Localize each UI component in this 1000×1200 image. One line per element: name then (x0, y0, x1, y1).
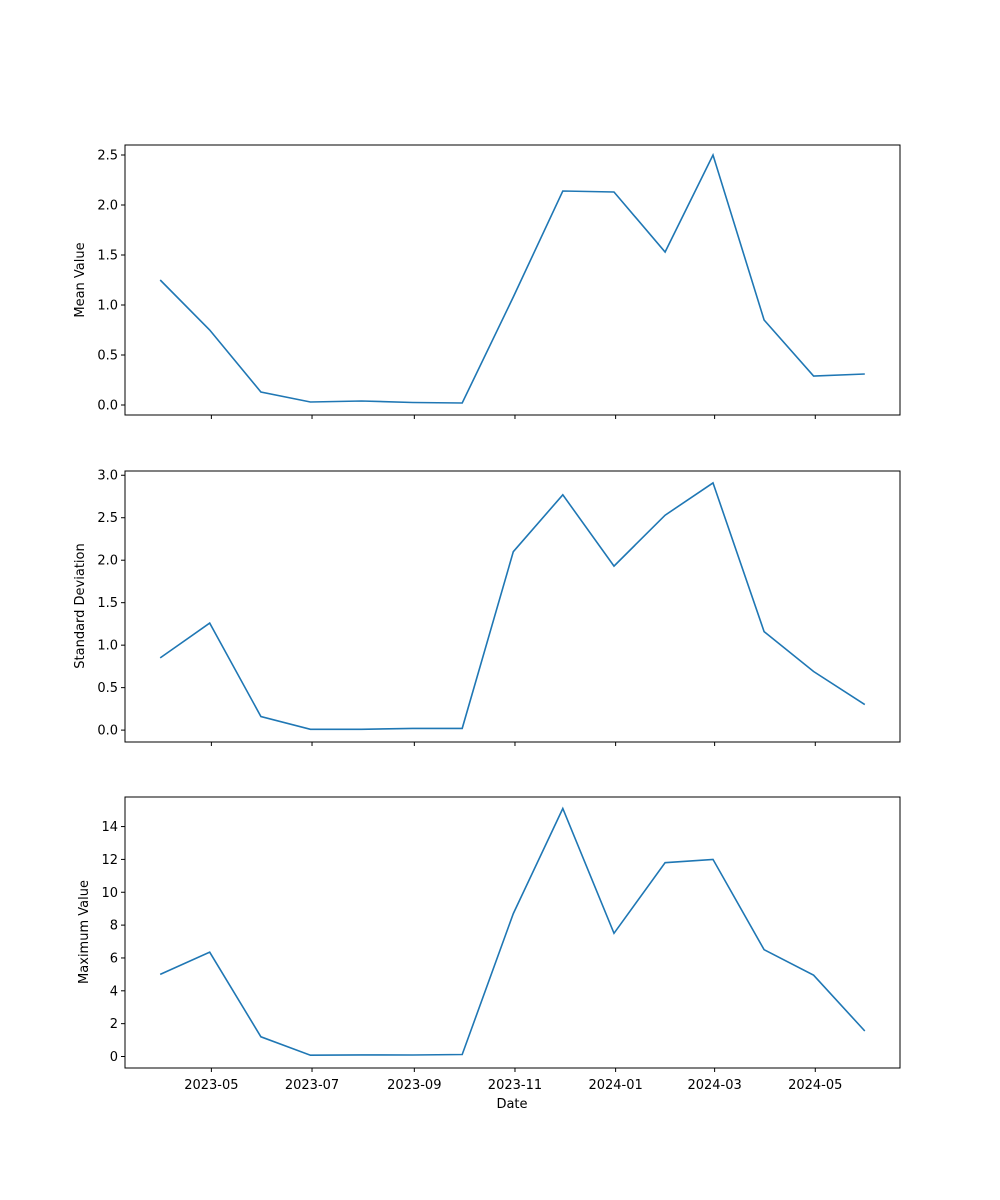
standard-deviation-data-point (259, 715, 262, 718)
standard-deviation-data-point (561, 493, 564, 496)
standard-deviation-data-point (711, 481, 714, 484)
maximum-value-series-line (159, 806, 866, 1057)
standard-deviation-y-ticks: 0.0 0.5 1.0 1.5 2.0 2.5 3.0 (97, 469, 125, 739)
x-tick-label: 2023-11 (488, 1078, 542, 1093)
standard-deviation-data-point (461, 727, 464, 730)
maximum-value-data-point (812, 974, 815, 977)
mean-value-data-point (259, 391, 262, 394)
maximum-value-y-ticks: 0 2 4 6 8 10 12 14 (101, 820, 125, 1065)
maximum-value-y-tick-label: 14 (101, 820, 118, 835)
standard-deviation-panel: 0.0 0.5 1.0 1.5 2.0 2.5 3.0 Standard Deviation (73, 469, 901, 746)
standard-deviation-data-point (360, 728, 363, 731)
mean-value-data-point (159, 279, 162, 282)
mean-value-y-tick-label: 0.5 (97, 349, 118, 364)
maximum-value-data-point (512, 912, 515, 915)
standard-deviation-y-tick-label: 1.5 (97, 596, 118, 611)
mean-value-data-point (763, 319, 766, 322)
maximum-value-data-point (461, 1053, 464, 1056)
mean-value-y-tick-label: 2.0 (97, 199, 118, 214)
maximum-value-data-point (612, 932, 615, 935)
mean-value-data-point (208, 329, 211, 332)
mean-value-data-point (863, 373, 866, 376)
x-tick-label: 2023-05 (184, 1078, 238, 1093)
maximum-value-y-tick-label: 10 (101, 886, 118, 901)
x-axis-label: Date (496, 1097, 527, 1112)
standard-deviation-y-axis-label: Standard Deviation (73, 543, 88, 668)
maximum-value-y-axis-label: Maximum Value (77, 880, 92, 984)
maximum-value-y-tick-label: 0 (110, 1050, 118, 1065)
mean-value-data-point (561, 190, 564, 193)
standard-deviation-series-line (159, 481, 866, 731)
x-tick-label: 2024-01 (588, 1078, 642, 1093)
x-tick-label: 2023-07 (285, 1078, 339, 1093)
standard-deviation-data-point (812, 670, 815, 673)
standard-deviation-x-ticks (210, 742, 816, 746)
maximum-value-panel: 0 2 4 6 8 10 12 14 2023-05 2023-07 2023-09 2023-11… (77, 796, 901, 1112)
standard-deviation-data-point (159, 656, 162, 659)
standard-deviation-y-tick-label: 0.5 (97, 681, 118, 696)
maximum-value-axes-frame (124, 796, 901, 1069)
mean-value-y-ticks: 0.0 0.5 1.0 1.5 2.0 2.5 (97, 149, 125, 414)
maximum-value-data-point (711, 858, 714, 861)
maximum-value-data-point (360, 1053, 363, 1056)
mean-value-data-point (411, 401, 414, 404)
mean-value-panel: 0.0 0.5 1.0 1.5 2.0 2.5 Mean Value (73, 144, 901, 419)
maximum-value-data-point (159, 973, 162, 976)
mean-value-y-tick-label: 1.0 (97, 299, 118, 314)
mean-value-data-point (612, 191, 615, 194)
maximum-value-data-point (763, 948, 766, 951)
maximum-value-data-point (411, 1054, 414, 1057)
mean-value-data-point (360, 400, 363, 403)
standard-deviation-data-point (763, 630, 766, 633)
standard-deviation-y-tick-label: 2.0 (97, 554, 118, 569)
standard-deviation-data-point (309, 728, 312, 731)
standard-deviation-data-point (208, 622, 211, 625)
mean-value-series-line (159, 152, 865, 404)
maximum-value-y-tick-label: 2 (110, 1017, 118, 1032)
mean-value-axes-frame (124, 144, 901, 416)
standard-deviation-y-tick-label: 1.0 (97, 639, 118, 654)
standard-deviation-data-point (863, 703, 866, 706)
mean-value-y-tick-label: 2.5 (97, 149, 118, 164)
maximum-value-data-point (561, 807, 564, 810)
mean-value-data-point (711, 154, 714, 157)
standard-deviation-data-point (512, 550, 515, 553)
x-tick-label: 2024-05 (788, 1078, 842, 1093)
mean-value-data-point (461, 402, 464, 405)
mean-value-y-tick-label: 0.0 (97, 399, 118, 414)
mean-value-data-point (812, 375, 815, 378)
x-tick-label: 2023-09 (387, 1078, 441, 1093)
maximum-value-y-tick-label: 6 (110, 951, 118, 966)
maximum-value-y-tick-label: 8 (110, 919, 118, 934)
standard-deviation-y-tick-label: 0.0 (97, 724, 118, 739)
mean-value-data-point (512, 296, 515, 299)
mean-value-x-ticks (210, 415, 816, 419)
mean-value-data-point (664, 251, 667, 254)
standard-deviation-axes-frame (124, 470, 901, 743)
standard-deviation-data-point (612, 565, 615, 568)
maximum-value-x-ticks: 2023-05 2023-07 2023-09 2023-11 2024-01 2024-… (184, 1068, 842, 1093)
standard-deviation-data-point (411, 727, 414, 730)
standard-deviation-y-tick-label: 3.0 (97, 469, 118, 484)
maximum-value-data-point (863, 1030, 866, 1033)
maximum-value-data-point (664, 861, 667, 864)
maximum-value-y-tick-label: 4 (110, 984, 118, 999)
maximum-value-data-point (208, 951, 211, 954)
standard-deviation-data-point (664, 514, 667, 517)
mean-value-y-tick-label: 1.5 (97, 249, 118, 264)
maximum-value-data-point (309, 1054, 312, 1057)
maximum-value-y-tick-label: 12 (101, 853, 118, 868)
standard-deviation-y-tick-label: 2.5 (97, 511, 118, 526)
mean-value-y-axis-label: Mean Value (73, 242, 88, 317)
x-tick-label: 2024-03 (687, 1078, 741, 1093)
maximum-value-data-point (259, 1035, 262, 1038)
mean-value-data-point (309, 401, 312, 404)
